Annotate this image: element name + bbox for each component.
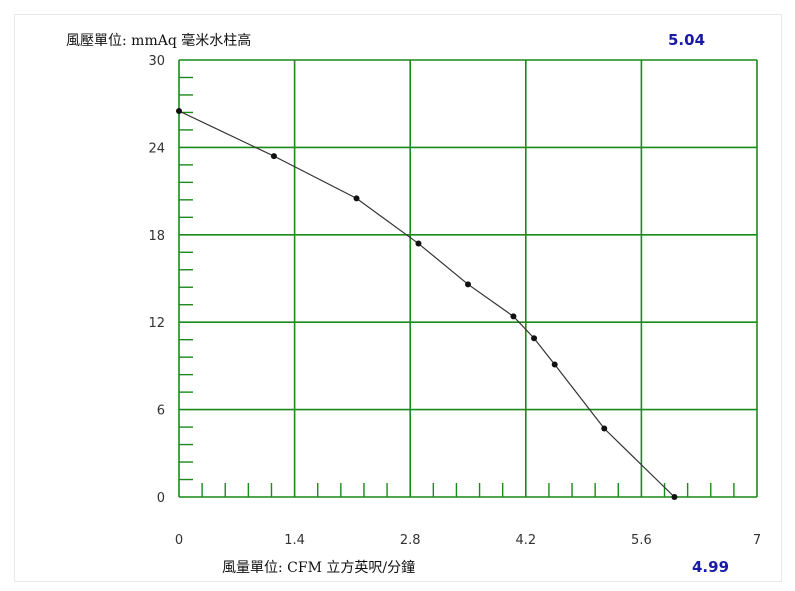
- y-tick-label: 6: [157, 404, 165, 419]
- data-point: [270, 153, 277, 160]
- data-point: [510, 313, 517, 320]
- data-point: [176, 107, 182, 114]
- data-point: [551, 361, 558, 368]
- y-tick-label: 12: [148, 316, 165, 331]
- y-axis-unit-label: 風壓單位: mmAq 毫米水柱高: [66, 33, 252, 49]
- data-point: [531, 335, 538, 342]
- y-tick-label: 18: [148, 229, 165, 244]
- data-point: [415, 240, 422, 247]
- x-tick-label: 2.8: [400, 533, 421, 548]
- data-point: [671, 494, 678, 500]
- x-tick-label: 5.6: [631, 533, 652, 548]
- series-line: [178, 110, 675, 498]
- x-tick-label: 4.2: [515, 533, 536, 548]
- x-readout-value: 4.99: [692, 558, 730, 576]
- data-point: [601, 425, 608, 432]
- y-tick-label: 0: [157, 491, 165, 506]
- y-readout-value: 5.04: [668, 31, 706, 49]
- x-tick-label: 7: [753, 533, 761, 548]
- data-point: [465, 281, 471, 288]
- x-tick-label: 1.4: [284, 533, 305, 548]
- data-point: [353, 195, 360, 202]
- y-tick-label: 24: [148, 141, 165, 156]
- y-tick-label: 30: [148, 54, 165, 69]
- chart-frame: [14, 14, 782, 582]
- x-tick-label: 0: [175, 533, 183, 548]
- x-axis-unit-label: 風量單位: CFM 立方英呎/分鐘: [222, 560, 416, 576]
